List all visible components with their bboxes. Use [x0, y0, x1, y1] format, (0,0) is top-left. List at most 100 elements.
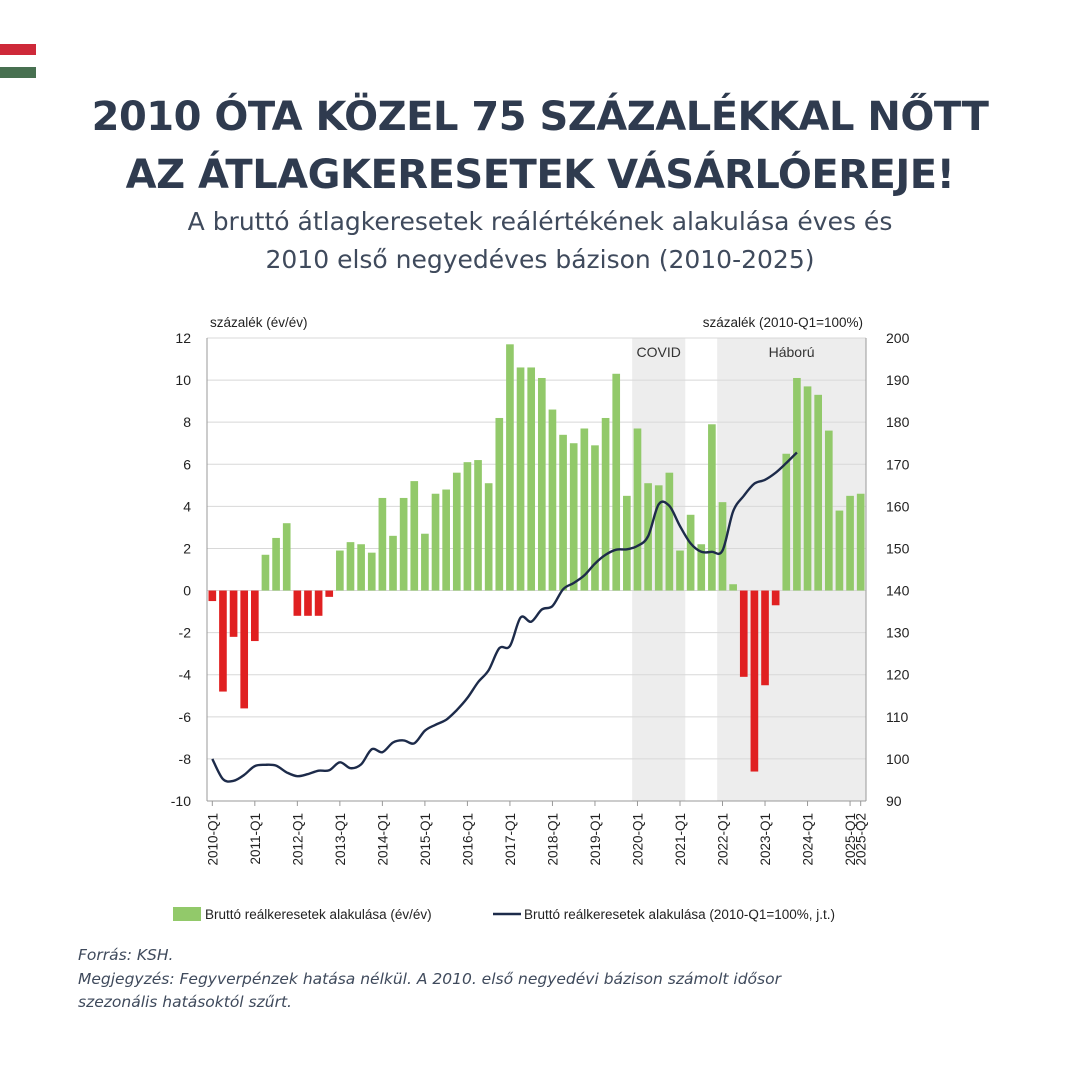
left-axis-title: százalék (év/év) [210, 315, 308, 330]
page-subtitle-line2: 2010 első negyedéves bázison (2010-2025) [265, 245, 815, 274]
right-tick-label: 190 [886, 372, 910, 388]
bar [336, 550, 344, 591]
x-tick-label: 2025-Q2 [854, 813, 869, 866]
bar [389, 535, 397, 591]
bar [367, 552, 376, 591]
right-tick-label: 100 [886, 751, 910, 767]
x-tick-label: 2020-Q1 [630, 813, 645, 866]
bar [761, 590, 769, 686]
remark-line2: szezonális hatásoktól szűrt. [78, 993, 292, 1011]
bar [463, 462, 472, 591]
bar [282, 523, 291, 591]
shaded-period-label: Háború [769, 344, 815, 360]
right-tick-label: 160 [886, 498, 910, 514]
x-tick-label: 2012-Q1 [290, 813, 305, 866]
remark-line1: Megjegyzés: Fegyverpénzek hatása nélkül.… [78, 970, 781, 988]
left-tick-label: -4 [179, 667, 192, 683]
bar [325, 590, 334, 597]
bar [633, 428, 642, 591]
right-tick-label: 130 [886, 625, 910, 641]
right-tick-label: 150 [886, 540, 910, 556]
left-tick-label: -6 [179, 709, 192, 725]
bar [452, 472, 461, 591]
bar [357, 544, 365, 591]
x-tick-label: 2016-Q1 [460, 813, 475, 866]
page-title-line2: AZ ÁTLAGKERESETEK VÁSÁRLÓEREJE! [125, 152, 955, 198]
left-tick-label: -10 [171, 793, 191, 809]
bar [431, 493, 440, 591]
flag-stripe-white [0, 55, 36, 67]
bar [378, 497, 387, 591]
x-tick-label: 2011-Q1 [248, 813, 263, 865]
bar [739, 590, 748, 677]
bar [654, 485, 663, 591]
x-tick-label: 2024-Q1 [801, 813, 816, 866]
bar [548, 409, 557, 591]
right-tick-label: 200 [886, 330, 910, 346]
right-axis-title: százalék (2010-Q1=100%) [703, 315, 863, 330]
bar [814, 394, 822, 591]
bar [559, 434, 567, 591]
bar [782, 453, 791, 591]
bar [835, 510, 844, 591]
right-tick-label: 170 [886, 456, 910, 472]
bar [803, 386, 812, 591]
x-tick-label: 2010-Q1 [205, 813, 220, 866]
bar [846, 495, 854, 591]
bar [484, 483, 493, 591]
bar [229, 590, 238, 637]
bar [251, 590, 259, 642]
x-tick-label: 2017-Q1 [503, 813, 518, 866]
page-title-line1: 2010 ÓTA KÖZEL 75 SZÁZALÉKKAL NŐTT [91, 94, 989, 140]
right-tick-label: 110 [886, 709, 909, 725]
x-tick-label: 2021-Q1 [673, 813, 688, 866]
bar [399, 497, 408, 591]
bar [569, 443, 578, 591]
bar [421, 533, 429, 591]
bar [676, 550, 684, 591]
source-note: Forrás: KSH. [78, 946, 174, 964]
bar [750, 590, 759, 772]
left-tick-label: 10 [175, 372, 191, 388]
bar [410, 481, 419, 591]
legend-label-line: Bruttó reálkeresetek alakulása (2010-Q1=… [524, 907, 835, 922]
bar [591, 445, 599, 591]
left-tick-label: 4 [183, 498, 191, 514]
bar [506, 344, 514, 591]
left-tick-label: 6 [183, 456, 191, 472]
right-tick-label: 140 [886, 583, 910, 599]
x-tick-label: 2022-Q1 [716, 813, 731, 866]
bar [686, 514, 695, 591]
hungarian-flag [0, 44, 36, 78]
bar [856, 493, 865, 591]
index-line [211, 451, 798, 783]
bar [771, 590, 780, 606]
bar [495, 417, 504, 591]
wage-chart: COVID Háború 12 10 8 6 4 2 0 -2 -4 -6 -8 -10 200 190 180… [171, 315, 910, 922]
right-tick-label: 120 [886, 667, 910, 683]
bar [729, 584, 737, 591]
legend-label-bars: Bruttó reálkeresetek alakulása (év/év) [205, 907, 432, 922]
bar [793, 377, 801, 591]
bar [824, 430, 833, 591]
legend-swatch-bars [173, 907, 201, 921]
bar [474, 460, 482, 591]
bar [240, 590, 249, 709]
bar [272, 537, 280, 591]
left-tick-label: -2 [179, 625, 192, 641]
bar [314, 590, 323, 616]
right-tick-label: 180 [886, 414, 910, 430]
x-tick-label: 2019-Q1 [588, 813, 603, 866]
bar [293, 590, 302, 616]
left-tick-label: 12 [175, 330, 191, 346]
left-tick-label: -8 [179, 751, 192, 767]
left-tick-label: 0 [183, 583, 191, 599]
left-tick-label: 2 [183, 540, 191, 556]
bar [346, 542, 355, 591]
left-tick-label: 8 [183, 414, 191, 430]
x-tick-label: 2013-Q1 [333, 813, 348, 866]
x-tick-label: 2025-Q1 [843, 813, 858, 866]
bar [537, 377, 546, 591]
bar [304, 590, 312, 616]
bar [219, 590, 227, 692]
